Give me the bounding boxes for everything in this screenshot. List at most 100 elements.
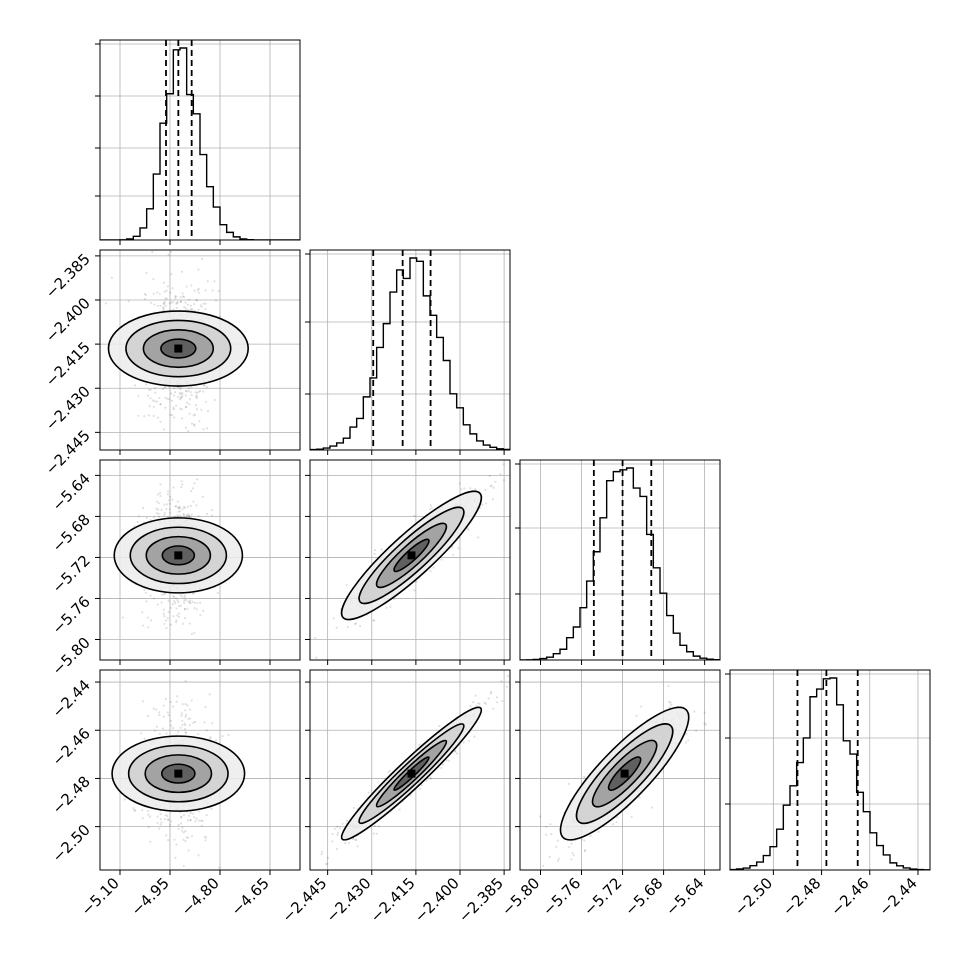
scatter-point — [159, 483, 162, 486]
panel-frame — [99, 249, 301, 451]
scatter-point — [141, 506, 145, 509]
scatter-point — [297, 878, 299, 880]
scatter-point — [165, 503, 169, 506]
scatter-point — [188, 515, 191, 518]
scatter-point — [429, 777, 432, 781]
scatter-point — [356, 845, 359, 848]
scatter-point — [149, 301, 153, 304]
scatter-point — [163, 513, 166, 517]
scatter-point — [171, 477, 173, 479]
scatter-point — [177, 731, 180, 734]
scatter-point — [616, 816, 619, 819]
x-tick-label: −2.385 — [455, 874, 507, 926]
scatter-point — [173, 600, 176, 603]
scatter-point — [149, 840, 152, 843]
scatter-point — [170, 724, 173, 727]
scatter-point — [175, 597, 178, 600]
scatter-point — [180, 815, 183, 818]
scatter-point — [168, 502, 172, 505]
scatter-point — [163, 300, 166, 304]
scatter-point — [164, 697, 167, 700]
scatter-point — [159, 403, 162, 406]
scatter-point — [184, 301, 187, 304]
scatter-point — [194, 404, 198, 407]
scatter-point — [398, 808, 401, 811]
scatter-point — [183, 599, 186, 602]
scatter-point — [156, 815, 159, 818]
scatter-point — [143, 415, 146, 418]
contour-line — [111, 735, 246, 812]
scatter-point — [469, 704, 472, 708]
scatter-point — [197, 268, 200, 271]
scatter-point — [185, 836, 188, 839]
scatter-point — [175, 700, 178, 703]
scatter-point — [171, 498, 174, 501]
scatter-point — [210, 514, 213, 517]
y-tick-label: −5.72 — [49, 552, 94, 597]
scatter-point — [193, 631, 196, 634]
scatter-point — [389, 605, 392, 608]
scatter-point — [572, 854, 575, 857]
scatter-point — [172, 308, 175, 311]
scatter-point — [195, 504, 198, 507]
scatter-point — [542, 864, 545, 867]
scatter-point — [159, 817, 162, 821]
scatter-point — [163, 512, 166, 515]
scatter-point — [137, 414, 140, 417]
scatter-point — [166, 711, 169, 714]
scatter-point — [175, 302, 178, 305]
scatter-point — [205, 512, 209, 516]
scatter-point — [373, 552, 376, 555]
scatter-point — [178, 505, 181, 508]
panel-2-1 — [305, 459, 511, 665]
scatter-point — [171, 287, 174, 290]
scatter-point — [685, 732, 688, 735]
scatter-point — [189, 602, 192, 605]
scatter-point — [184, 713, 188, 717]
scatter-point — [172, 407, 175, 411]
scatter-point — [143, 588, 146, 591]
scatter-point — [197, 810, 200, 813]
scatter-point — [174, 295, 177, 298]
scatter-point — [195, 299, 198, 302]
x-tick-label: −2.400 — [411, 874, 463, 926]
scatter-point — [182, 864, 185, 868]
scatter-point — [156, 416, 159, 419]
scatter-point — [489, 485, 492, 488]
scatter-point — [141, 817, 144, 820]
y-tick-label: −2.400 — [42, 294, 94, 346]
panel-3-3: −2.50 −2.48 −2.46 −2.44 — [725, 669, 931, 919]
scatter-point — [413, 589, 416, 592]
scatter-point — [455, 752, 459, 755]
scatter-point — [155, 725, 158, 728]
scatter-point — [639, 705, 643, 708]
scatter-point — [173, 596, 176, 599]
scatter-point — [198, 420, 201, 423]
scatter-point — [164, 304, 167, 307]
scatter-point — [193, 601, 196, 604]
scatter-point — [179, 816, 183, 819]
scatter-point — [179, 386, 183, 389]
scatter-point — [489, 692, 492, 695]
scatter-point — [176, 300, 179, 304]
scatter-point — [195, 395, 199, 398]
scatter-point — [204, 289, 207, 292]
panel-0-0 — [95, 39, 301, 245]
scatter-point — [174, 856, 177, 859]
scatter-point — [418, 743, 421, 746]
x-tick-label: −2.445 — [278, 874, 330, 926]
scatter-point — [467, 528, 470, 531]
scatter-point — [157, 512, 160, 515]
scatter-point — [141, 611, 144, 614]
panel-1-0: −2.445−2.430−2.415−2.400−2.385 — [42, 249, 301, 479]
scatter-point — [170, 250, 173, 254]
scatter-point — [469, 487, 472, 490]
scatter-point — [175, 619, 178, 622]
scatter-point — [189, 812, 192, 815]
scatter-point — [189, 304, 192, 307]
scatter-point — [180, 714, 183, 717]
panel-frame — [519, 459, 721, 661]
scatter-point — [185, 285, 188, 288]
scatter-point — [172, 406, 175, 409]
contour-line — [340, 490, 483, 621]
